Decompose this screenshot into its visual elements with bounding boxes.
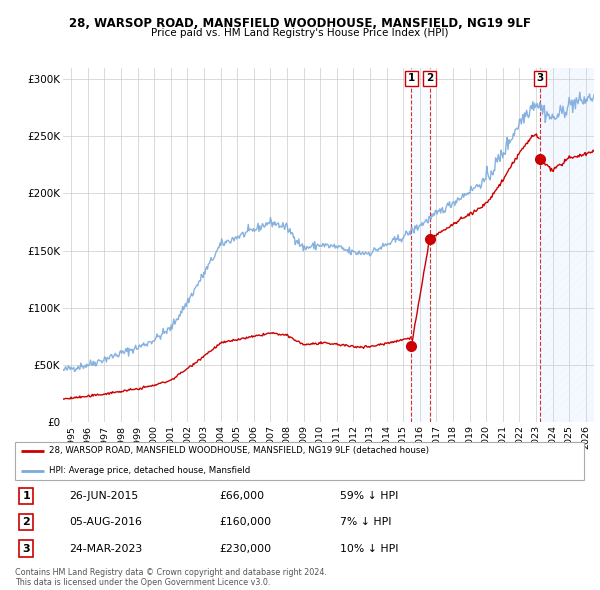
FancyBboxPatch shape: [15, 441, 584, 480]
Text: 1: 1: [407, 73, 415, 83]
Text: 28, WARSOP ROAD, MANSFIELD WOODHOUSE, MANSFIELD, NG19 9LF: 28, WARSOP ROAD, MANSFIELD WOODHOUSE, MA…: [69, 17, 531, 30]
Text: 24-MAR-2023: 24-MAR-2023: [70, 543, 143, 553]
Text: £230,000: £230,000: [220, 543, 271, 553]
Text: 10% ↓ HPI: 10% ↓ HPI: [340, 543, 399, 553]
Text: 28, WARSOP ROAD, MANSFIELD WOODHOUSE, MANSFIELD, NG19 9LF (detached house): 28, WARSOP ROAD, MANSFIELD WOODHOUSE, MA…: [49, 446, 430, 455]
Text: 3: 3: [23, 543, 30, 553]
Bar: [412, 68, 430, 422]
Text: 05-AUG-2016: 05-AUG-2016: [70, 517, 142, 527]
Text: 3: 3: [536, 73, 544, 83]
Text: 1: 1: [23, 491, 30, 501]
Text: 7% ↓ HPI: 7% ↓ HPI: [340, 517, 392, 527]
Text: 2: 2: [23, 517, 30, 527]
Text: 26-JUN-2015: 26-JUN-2015: [70, 491, 139, 501]
Bar: [540, 68, 594, 422]
Text: Contains HM Land Registry data © Crown copyright and database right 2024.
This d: Contains HM Land Registry data © Crown c…: [15, 568, 327, 587]
Text: 59% ↓ HPI: 59% ↓ HPI: [340, 491, 398, 501]
Text: Price paid vs. HM Land Registry's House Price Index (HPI): Price paid vs. HM Land Registry's House …: [151, 28, 449, 38]
Text: HPI: Average price, detached house, Mansfield: HPI: Average price, detached house, Mans…: [49, 466, 251, 476]
Bar: [540, 68, 594, 422]
Text: £66,000: £66,000: [220, 491, 265, 501]
Text: 2: 2: [426, 73, 433, 83]
Text: £160,000: £160,000: [220, 517, 271, 527]
